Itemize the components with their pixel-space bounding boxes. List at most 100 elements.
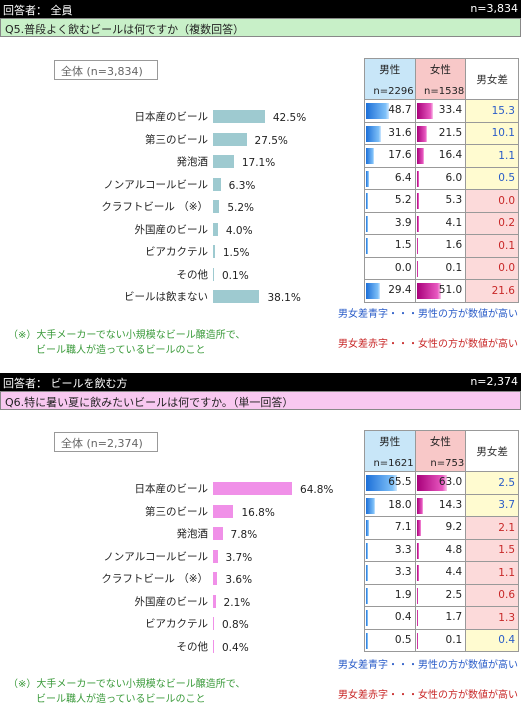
female-value: 4.8 (445, 543, 463, 556)
female-cell: 21.5 (414, 121, 467, 145)
respondent-count: n=3,834 (470, 2, 518, 15)
male-bar (366, 148, 375, 164)
female-value: 9.2 (445, 521, 463, 533)
male-value: 7.1 (394, 521, 412, 533)
table-row: 17.6 16.4 1.1 (364, 144, 519, 168)
pct-label: 2.1% (223, 596, 251, 609)
male-value: 29.4 (388, 284, 412, 296)
male-value: 3.9 (394, 216, 412, 229)
total-bar (213, 549, 218, 563)
male-value: 5.2 (394, 194, 412, 206)
male-value: 6.4 (394, 171, 412, 184)
table-row: 31.6 21.5 10.1 (364, 121, 519, 145)
male-value: 48.7 (388, 104, 412, 116)
male-cell: 7.1 (364, 516, 416, 540)
male-cell: 0.5 (364, 628, 416, 652)
category-label: ビアカクテル (145, 618, 208, 630)
table-row: 0.0 0.1 0.0 (364, 256, 519, 280)
category-label: ノンアルコールビール (103, 550, 208, 563)
female-cell: 6.0 (414, 166, 467, 190)
male-bar (366, 520, 370, 536)
respondent-header: 回答者： 全員 n=3,834 (0, 0, 521, 18)
male-cell: 17.6 (364, 144, 416, 168)
total-bar (213, 527, 223, 540)
category-label: ビールは飲まない (124, 291, 208, 303)
table-row: 6.4 6.0 0.5 (364, 166, 519, 190)
female-cell: 4.4 (414, 561, 467, 585)
female-bar (416, 542, 419, 559)
category-label: その他 (176, 268, 209, 281)
female-bar (416, 170, 420, 187)
footnote: （※）大手メーカーでない小規模なビール醸造所で、 ビール職人が造っているビールのこ… (8, 677, 245, 705)
male-bar (366, 283, 381, 299)
pct-label: 16.8% (241, 506, 275, 519)
male-cell: 6.4 (364, 166, 416, 190)
diff-value: 1.5 (465, 538, 519, 562)
male-cell: 18.0 (364, 493, 416, 517)
female-cell: 4.1 (414, 211, 467, 235)
male-value: 18.0 (388, 498, 412, 511)
category-label: ビアカクテル (145, 246, 208, 258)
male-header-count: n=1621 (373, 458, 414, 469)
diff-value: 0.0 (465, 189, 519, 213)
female-bar (416, 260, 419, 277)
male-cell: 29.4 (364, 279, 416, 303)
table-header-row: 男性 n=1621 女性 n=753 男女差 (364, 430, 519, 472)
male-bar (366, 103, 390, 119)
female-bar (416, 238, 419, 254)
total-bar (213, 132, 247, 146)
male-value: 31.6 (388, 126, 412, 139)
male-bar (366, 632, 368, 649)
female-value: 1.7 (445, 611, 463, 623)
respondent-label: 回答者： ビールを飲む方 (3, 377, 128, 390)
diff-value: 21.6 (465, 279, 519, 303)
total-bar (213, 482, 293, 495)
table-row: 1.9 2.5 0.6 (364, 583, 519, 607)
female-header-label: 女性 (429, 436, 451, 448)
legend-female-higher: 男女差赤字・・・女性の方が数値が高い (338, 690, 518, 701)
diff-header-label: 男女差 (476, 446, 508, 458)
category-label: 外国産のビール (134, 595, 209, 608)
table-row: 3.3 4.8 1.5 (364, 538, 519, 562)
pct-label: 17.1% (241, 157, 276, 169)
category-label: クラフトビール （※） (101, 201, 208, 213)
female-bar (416, 565, 419, 581)
male-cell: 31.6 (364, 121, 416, 145)
female-bar (416, 520, 422, 536)
pct-label: 27.5% (254, 134, 288, 147)
female-cell: 4.8 (414, 538, 467, 562)
male-cell: 5.2 (364, 189, 416, 213)
total-bar (213, 290, 260, 303)
female-cell: 14.3 (414, 493, 467, 517)
female-value: 21.5 (438, 126, 463, 139)
question-bar: Q5.普段よく飲むビールは何ですか（複数回答） (0, 18, 521, 37)
female-cell: 0.1 (414, 256, 467, 280)
female-cell: 9.2 (414, 516, 467, 540)
male-cell: 0.4 (364, 606, 416, 630)
female-value: 16.4 (438, 149, 463, 161)
table-row: 3.3 4.4 1.1 (364, 561, 519, 585)
male-cell: 1.9 (364, 583, 416, 607)
female-value: 33.4 (438, 104, 463, 116)
total-bar (213, 617, 214, 630)
total-bar (213, 267, 214, 281)
table-row: 0.4 1.7 1.3 (364, 606, 519, 630)
female-cell: 2.5 (414, 583, 467, 607)
male-header: 男性 n=1621 (364, 430, 416, 472)
female-bar (416, 125, 427, 142)
pct-label: 4.0% (225, 224, 253, 237)
pct-label: 0.4% (222, 641, 249, 654)
diff-value: 0.6 (465, 583, 519, 607)
legend-male-higher: 男女差青字・・・男性の方が数値が高い (338, 309, 518, 320)
female-value: 0.1 (445, 261, 463, 274)
female-header-count: n=753 (430, 458, 465, 469)
female-value: 1.6 (445, 239, 463, 251)
male-bar (366, 238, 368, 254)
female-cell: 63.0 (414, 471, 467, 495)
male-cell: 3.3 (364, 561, 416, 585)
male-bar (366, 497, 375, 514)
male-value: 17.6 (388, 149, 412, 161)
male-value: 65.5 (388, 476, 412, 488)
female-header-label: 女性 (429, 64, 451, 76)
female-bar (416, 610, 419, 626)
